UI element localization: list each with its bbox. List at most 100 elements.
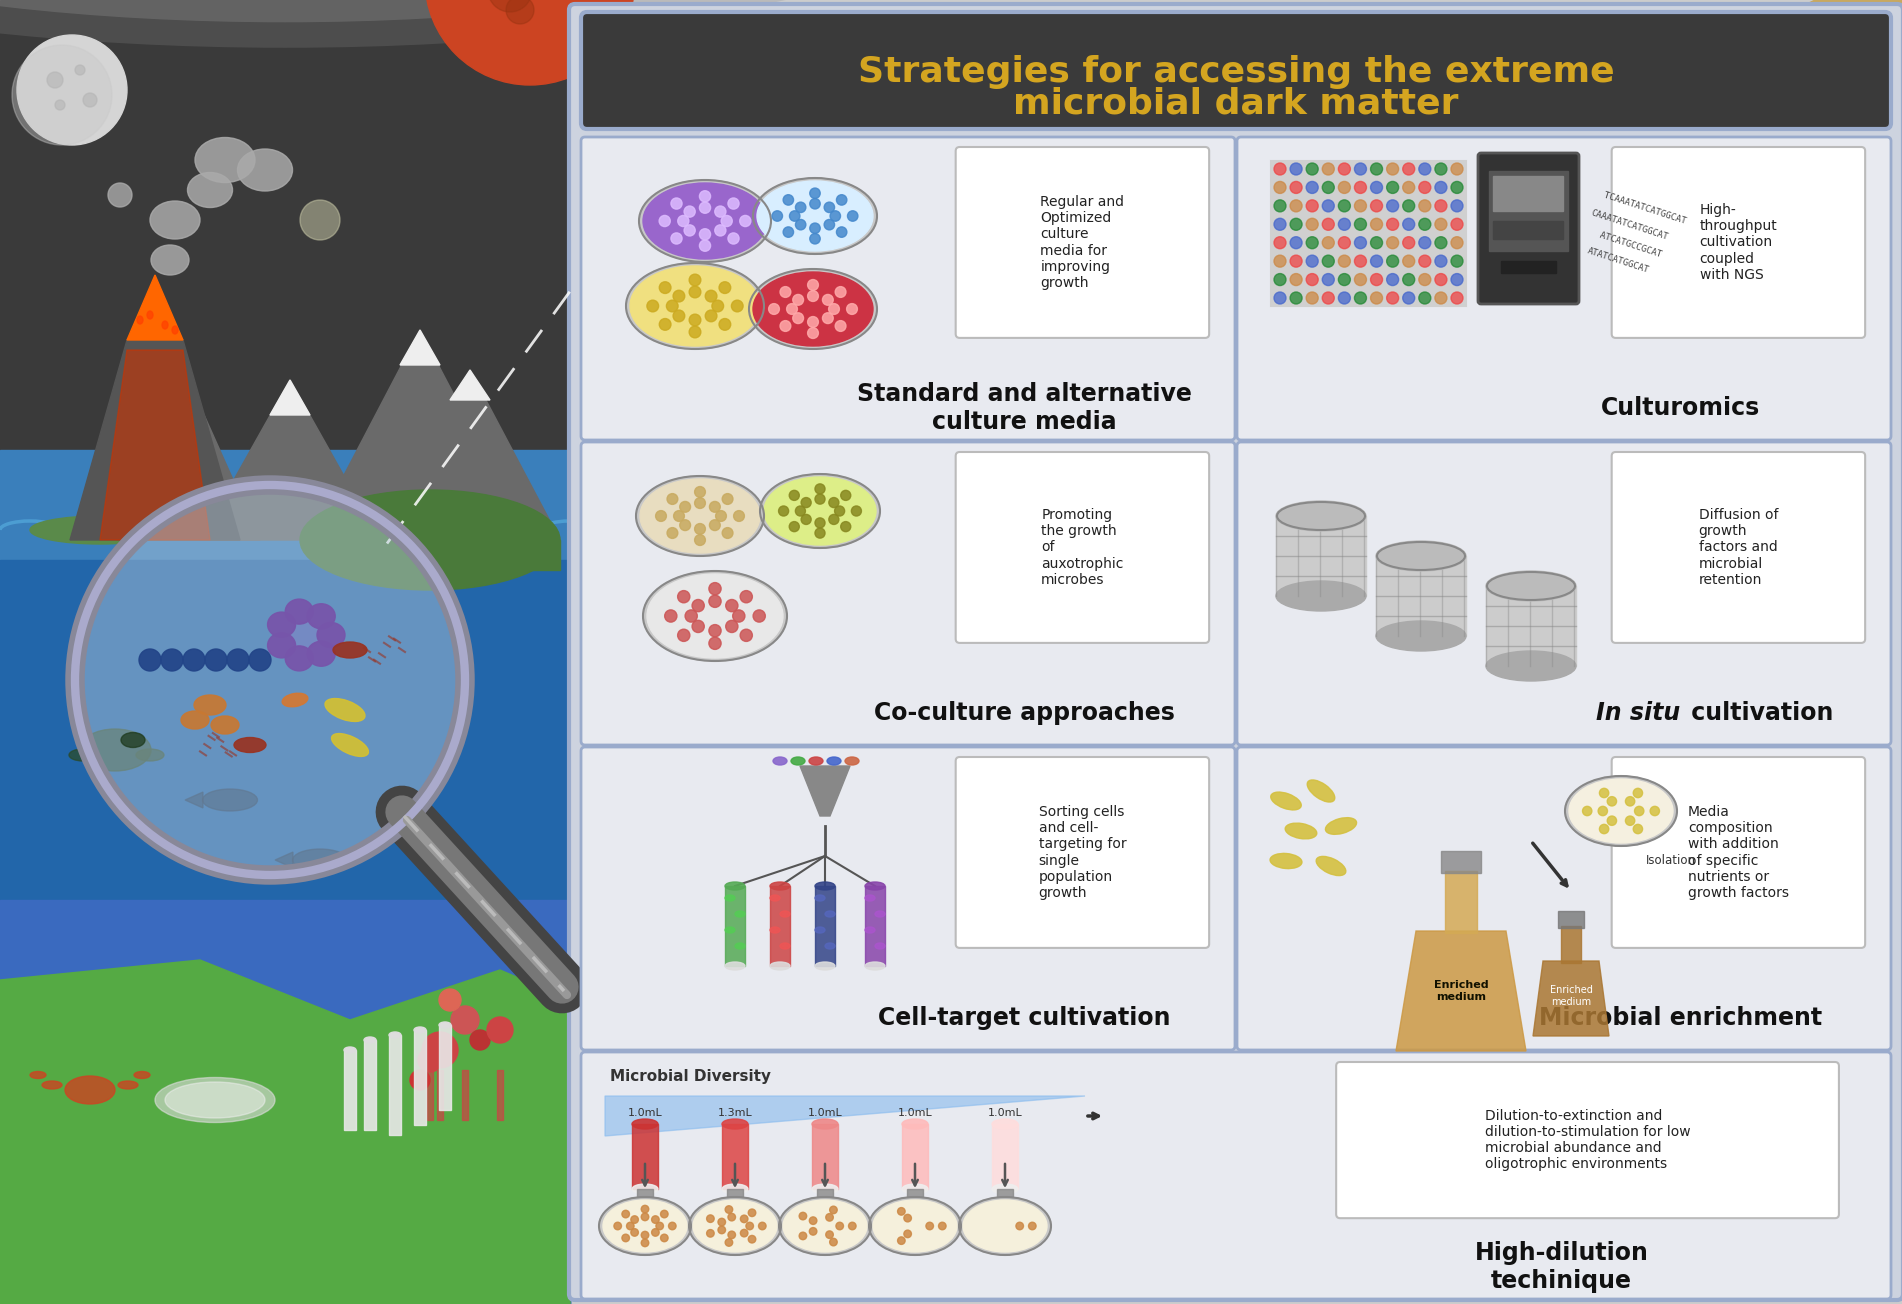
Circle shape bbox=[721, 215, 732, 227]
Ellipse shape bbox=[1316, 857, 1347, 875]
Bar bbox=[907, 1189, 922, 1197]
Circle shape bbox=[1354, 163, 1366, 175]
Polygon shape bbox=[89, 349, 261, 540]
Text: High-dilution
techinique: High-dilution techinique bbox=[1474, 1241, 1649, 1292]
Circle shape bbox=[1290, 256, 1303, 267]
Circle shape bbox=[1274, 237, 1286, 249]
Circle shape bbox=[1371, 274, 1383, 286]
Bar bbox=[1375, 556, 1466, 636]
Circle shape bbox=[824, 202, 835, 213]
Ellipse shape bbox=[1375, 541, 1466, 571]
Circle shape bbox=[709, 595, 721, 608]
Text: Co-culture approaches: Co-culture approaches bbox=[873, 702, 1175, 725]
Circle shape bbox=[1307, 237, 1318, 249]
Ellipse shape bbox=[865, 927, 875, 932]
Circle shape bbox=[784, 227, 793, 237]
Circle shape bbox=[74, 65, 86, 76]
Bar bbox=[727, 1189, 744, 1197]
FancyBboxPatch shape bbox=[580, 12, 1891, 129]
Ellipse shape bbox=[1485, 651, 1577, 681]
Ellipse shape bbox=[725, 927, 734, 932]
Circle shape bbox=[673, 310, 685, 322]
Circle shape bbox=[1371, 237, 1383, 249]
Circle shape bbox=[829, 1239, 837, 1245]
Circle shape bbox=[183, 649, 205, 672]
Ellipse shape bbox=[865, 895, 875, 901]
Circle shape bbox=[1404, 200, 1415, 211]
Circle shape bbox=[829, 304, 839, 314]
Circle shape bbox=[709, 638, 721, 649]
Ellipse shape bbox=[643, 183, 767, 259]
Circle shape bbox=[810, 1217, 816, 1224]
Polygon shape bbox=[184, 792, 204, 808]
Circle shape bbox=[139, 649, 162, 672]
Circle shape bbox=[1274, 163, 1286, 175]
Circle shape bbox=[679, 520, 690, 531]
Bar bbox=[437, 1071, 443, 1120]
Circle shape bbox=[422, 1031, 458, 1068]
Circle shape bbox=[825, 1231, 833, 1239]
Ellipse shape bbox=[146, 310, 152, 319]
Circle shape bbox=[685, 610, 698, 622]
Circle shape bbox=[1626, 797, 1636, 806]
Circle shape bbox=[728, 233, 740, 244]
Ellipse shape bbox=[757, 181, 873, 250]
Circle shape bbox=[1322, 181, 1335, 193]
Ellipse shape bbox=[635, 476, 765, 556]
Polygon shape bbox=[605, 1095, 1084, 1136]
Bar bbox=[462, 1071, 468, 1120]
Polygon shape bbox=[70, 340, 240, 540]
Circle shape bbox=[1451, 256, 1463, 267]
Circle shape bbox=[778, 506, 789, 516]
Ellipse shape bbox=[725, 962, 746, 970]
Circle shape bbox=[301, 200, 340, 240]
Circle shape bbox=[424, 0, 635, 85]
Circle shape bbox=[841, 490, 850, 501]
Bar bbox=[631, 1124, 658, 1189]
Circle shape bbox=[660, 1234, 668, 1241]
Circle shape bbox=[808, 327, 818, 339]
Ellipse shape bbox=[1744, 70, 1902, 330]
Ellipse shape bbox=[765, 477, 877, 545]
Circle shape bbox=[1451, 163, 1463, 175]
Circle shape bbox=[1404, 237, 1415, 249]
Circle shape bbox=[780, 287, 791, 297]
Circle shape bbox=[725, 1239, 732, 1247]
Circle shape bbox=[1451, 218, 1463, 231]
Circle shape bbox=[732, 300, 744, 312]
Ellipse shape bbox=[318, 622, 344, 648]
Ellipse shape bbox=[42, 1081, 63, 1089]
Circle shape bbox=[852, 506, 862, 516]
Polygon shape bbox=[200, 379, 380, 540]
Ellipse shape bbox=[865, 882, 884, 891]
Ellipse shape bbox=[603, 1200, 687, 1252]
Circle shape bbox=[1451, 200, 1463, 211]
Circle shape bbox=[1451, 237, 1463, 249]
Ellipse shape bbox=[962, 1200, 1046, 1252]
Bar bbox=[415, 1030, 426, 1125]
Ellipse shape bbox=[1307, 780, 1335, 802]
Circle shape bbox=[631, 1228, 639, 1236]
Circle shape bbox=[84, 93, 97, 107]
Circle shape bbox=[772, 211, 782, 222]
Circle shape bbox=[1404, 274, 1415, 286]
Ellipse shape bbox=[630, 266, 761, 346]
Ellipse shape bbox=[875, 911, 884, 917]
Bar bbox=[723, 1124, 747, 1189]
Ellipse shape bbox=[363, 1037, 377, 1043]
Circle shape bbox=[780, 321, 791, 331]
Circle shape bbox=[835, 1222, 843, 1230]
Ellipse shape bbox=[154, 1077, 276, 1123]
Circle shape bbox=[641, 1231, 649, 1239]
Ellipse shape bbox=[873, 1200, 957, 1252]
Circle shape bbox=[837, 227, 846, 237]
Circle shape bbox=[1607, 797, 1617, 806]
Circle shape bbox=[1387, 218, 1398, 231]
Circle shape bbox=[728, 198, 740, 209]
Ellipse shape bbox=[171, 326, 179, 334]
Circle shape bbox=[725, 1206, 732, 1213]
Bar bbox=[1276, 516, 1366, 596]
Circle shape bbox=[1371, 218, 1383, 231]
Circle shape bbox=[1339, 292, 1350, 304]
Circle shape bbox=[728, 1231, 736, 1239]
